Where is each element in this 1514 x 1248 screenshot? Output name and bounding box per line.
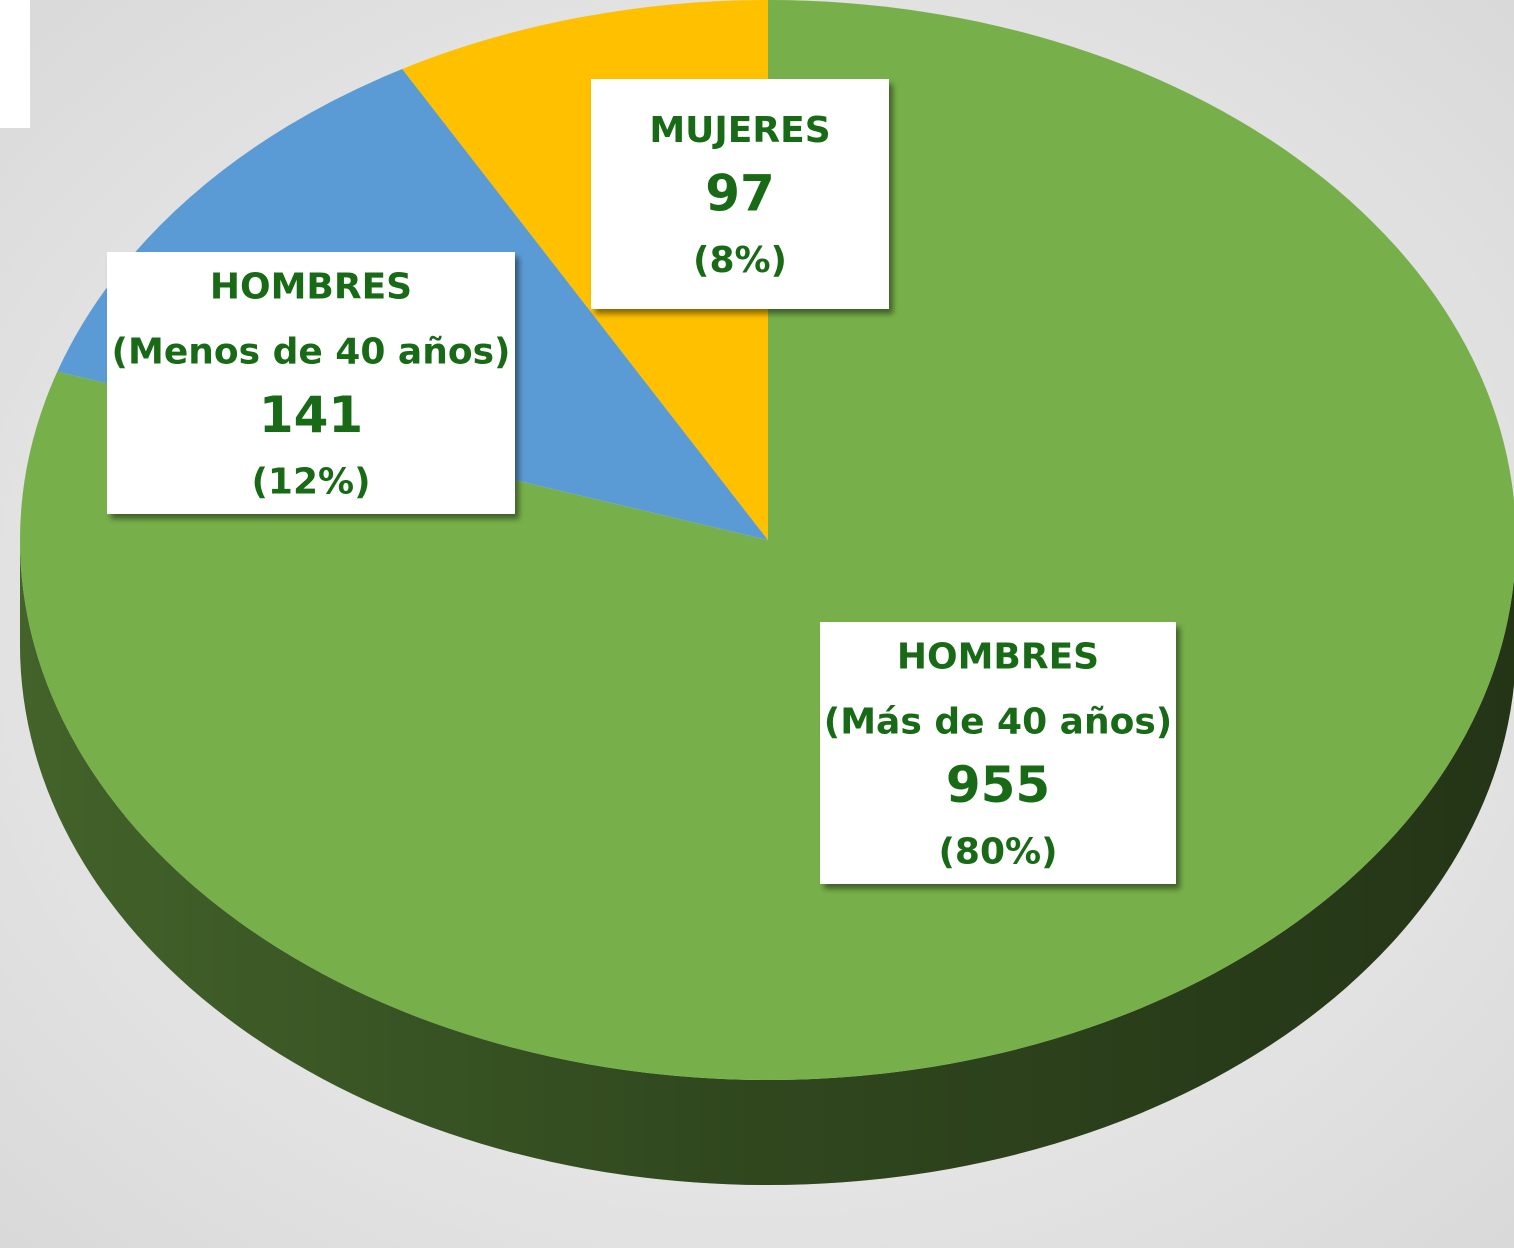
value-label: 955 (946, 756, 1050, 814)
slice-side-shade (20, 540, 1514, 1185)
percent-label: (8%) (693, 240, 787, 281)
value-label: 141 (259, 386, 363, 444)
category-label: HOMBRES (897, 637, 1099, 678)
category-label: MUJERES (649, 110, 830, 151)
label-box (107, 252, 515, 514)
corner-panel (0, 0, 30, 128)
percent-label: (80%) (938, 832, 1057, 873)
data-labels: HOMBRES (Más de 40 años) 955 (80%) HOMBRES (M… (107, 79, 1176, 884)
percent-label: (12%) (251, 462, 370, 503)
pie-sides (20, 540, 1514, 1185)
category-label: (Más de 40 años) (824, 702, 1172, 743)
value-label: 97 (705, 165, 775, 223)
category-label: HOMBRES (210, 267, 412, 308)
label-box (591, 79, 889, 309)
label-box (820, 622, 1176, 884)
category-label: (Menos de 40 años) (112, 332, 511, 373)
